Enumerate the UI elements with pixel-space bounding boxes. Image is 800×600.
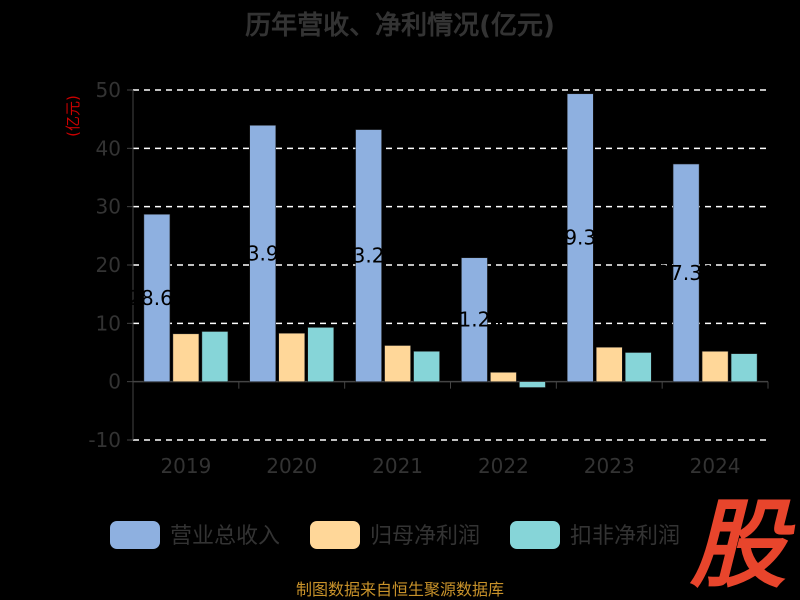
y-tick-label: 10 (96, 311, 121, 335)
bar-s0-0 (143, 214, 171, 382)
legend-swatch-1 (310, 521, 360, 549)
x-tick-label: 2020 (266, 454, 317, 478)
legend-label-0: 营业总收入 (170, 524, 280, 549)
logo-mark: 股 (689, 489, 796, 600)
bar-s2-5 (730, 353, 758, 382)
bars (143, 93, 758, 388)
y-axis-unit: (亿元) (64, 95, 82, 137)
axes: -10 0 10 20 30 40 50 2019 2020 2021 2022 2023 2024 (88, 78, 769, 478)
x-tick-label: 2019 (160, 454, 211, 478)
bar-s0-5 (672, 163, 700, 382)
legend: 营业总收入 归母净利润 扣非净利润 (110, 521, 680, 549)
bar-s0-3 (461, 257, 488, 382)
data-label-0: 28.69 (128, 286, 185, 310)
legend-swatch-2 (510, 521, 560, 549)
y-tick-label: -10 (88, 428, 121, 452)
legend-label-1: 归母净利润 (370, 524, 480, 549)
x-tick-label: 2021 (372, 454, 423, 478)
bar-s0-2 (355, 129, 382, 382)
y-tick-label: 40 (96, 136, 121, 160)
data-label-1: 43.94 (234, 242, 291, 266)
data-label-5: 37.31 (657, 261, 714, 285)
y-tick-label: 50 (96, 78, 121, 102)
bar-s2-3 (519, 381, 546, 388)
bar-s1-0 (172, 333, 200, 382)
bar-s0-1 (249, 125, 276, 382)
bar-s1-3 (490, 372, 517, 382)
bar-s1-4 (596, 347, 623, 382)
bar-s2-0 (201, 331, 229, 382)
bar-s2-2 (413, 351, 440, 382)
data-label-4: 49.35 (552, 226, 609, 250)
data-label-2: 43.21 (340, 244, 397, 268)
data-label-3: 21.24 (446, 308, 503, 332)
bar-s2-4 (625, 352, 652, 382)
source-note: 制图数据来自恒生聚源数据库 (296, 580, 504, 599)
bar-s2-1 (307, 327, 334, 382)
bar-s0-4 (567, 93, 594, 382)
bar-s1-5 (701, 351, 729, 382)
chart-title: 历年营收、净利情况(亿元) (245, 10, 555, 41)
y-tick-label: 0 (108, 370, 121, 394)
y-tick-label: 20 (96, 253, 121, 277)
bar-s1-1 (278, 333, 305, 382)
x-tick-label: 2022 (478, 454, 529, 478)
bar-s1-2 (384, 345, 411, 382)
grid-lines (133, 89, 768, 441)
data-labels: 28.69 43.94 43.21 21.24 49.35 37.31 (128, 226, 714, 332)
y-tick-label: 30 (96, 195, 121, 219)
x-tick-label: 2024 (690, 454, 741, 478)
legend-swatch-0 (110, 521, 160, 549)
legend-label-2: 扣非净利润 (570, 524, 680, 549)
x-tick-label: 2023 (584, 454, 635, 478)
